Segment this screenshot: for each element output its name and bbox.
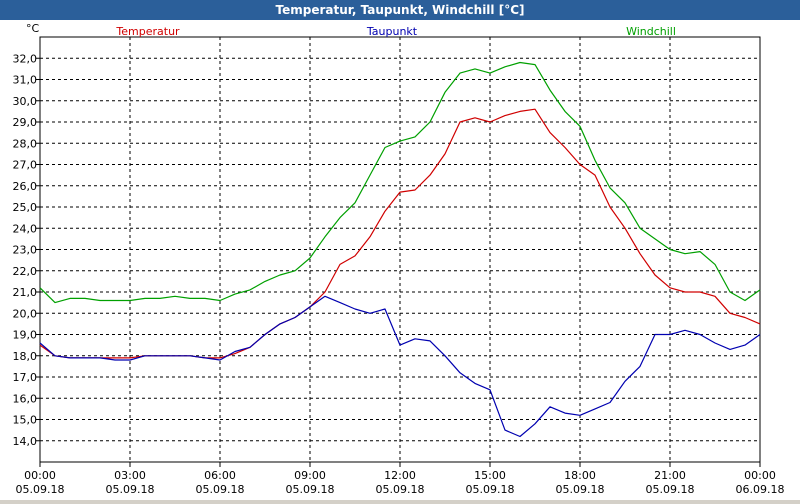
x-tick-time: 21:00 (654, 469, 686, 482)
y-tick-label: 20,0 (13, 307, 38, 320)
y-tick-label: 28,0 (13, 137, 38, 150)
window-title: Temperatur, Taupunkt, Windchill [°C] (0, 0, 800, 20)
y-tick-label: 15,0 (13, 414, 38, 427)
y-tick-label: 19,0 (13, 329, 38, 342)
legend-windchill: Windchill (626, 25, 676, 38)
x-tick-date: 05.09.18 (556, 483, 605, 496)
x-tick-time: 15:00 (474, 469, 506, 482)
y-tick-label: 17,0 (13, 371, 38, 384)
y-tick-label: 31,0 (13, 74, 38, 87)
x-tick-date: 05.09.18 (466, 483, 515, 496)
x-tick-time: 18:00 (564, 469, 596, 482)
y-tick-label: 22,0 (13, 265, 38, 278)
axes (36, 36, 761, 467)
line-chart: 14,0 15,0 16,0 17,0 18,0 19,0 20,0 21,0 22,0 23,0… (13, 22, 785, 496)
y-tick-label: 29,0 (13, 116, 38, 129)
y-tick-label: 18,0 (13, 350, 38, 363)
x-tick-time: 03:00 (114, 469, 146, 482)
y-tick-label: 16,0 (13, 392, 38, 405)
series-line-taupunkt (39, 295, 761, 438)
chart-area: 14,0 15,0 16,0 17,0 18,0 19,0 20,0 21,0 22,0 23,0… (0, 20, 800, 500)
y-tick-label: 25,0 (13, 201, 38, 214)
legend-taupunkt: Taupunkt (366, 25, 418, 38)
y-tick-label: 14,0 (13, 435, 38, 448)
x-tick-date: 05.09.18 (646, 483, 695, 496)
x-tick-date: 06.09.18 (736, 483, 785, 496)
x-tick-date: 05.09.18 (106, 483, 155, 496)
y-axis-unit: °C (26, 22, 40, 35)
y-tick-label: 30,0 (13, 95, 38, 108)
x-tick-time: 00:00 (24, 469, 56, 482)
x-tick-date: 05.09.18 (196, 483, 245, 496)
y-tick-label: 21,0 (13, 286, 38, 299)
x-tick-date: 05.09.18 (16, 483, 65, 496)
y-tick-label: 27,0 (13, 159, 38, 172)
y-tick-label: 23,0 (13, 244, 38, 257)
y-tick-label: 24,0 (13, 222, 38, 235)
series-line-windchill (39, 61, 761, 304)
x-tick-time: 00:00 (744, 469, 776, 482)
y-tick-label: 26,0 (13, 180, 38, 193)
x-tick-time: 09:00 (294, 469, 326, 482)
x-tick-time: 06:00 (204, 469, 236, 482)
x-tick-date: 05.09.18 (286, 483, 335, 496)
axis-labels: 14,0 15,0 16,0 17,0 18,0 19,0 20,0 21,0 22,0 23,0… (13, 22, 785, 496)
plot-border (39, 36, 761, 463)
legend-temperatur: Temperatur (115, 25, 180, 38)
series-lines (39, 61, 761, 438)
x-tick-time: 12:00 (384, 469, 416, 482)
grid-lines (40, 37, 760, 462)
y-tick-label: 32,0 (13, 52, 38, 65)
x-tick-date: 05.09.18 (376, 483, 425, 496)
